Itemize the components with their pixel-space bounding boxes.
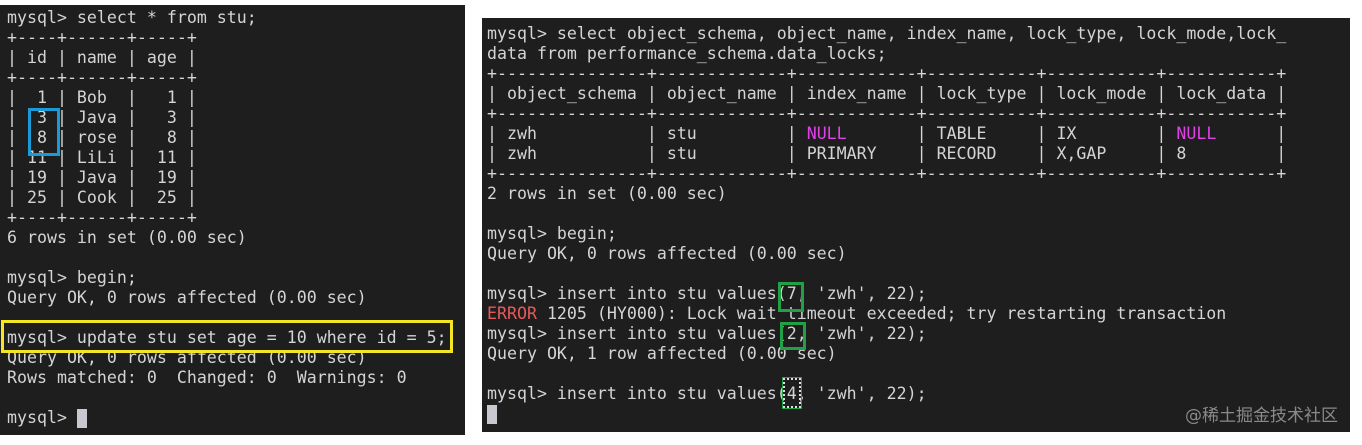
- terminal-line: mysql> select object_schema, object_name…: [487, 24, 1286, 44]
- line-text: | 1 | Bob | 1 |: [7, 88, 197, 107]
- left-terminal[interactable]: mysql> select * from stu; +----+------+--…: [0, 5, 465, 435]
- terminal-line: mysql> update stu set age = 10 where id …: [7, 328, 447, 348]
- watermark: @稀土掘金技术社区: [1185, 406, 1338, 426]
- terminal-line: mysql> select * from stu;: [7, 8, 447, 28]
- terminal-line: | zwh | stu | PRIMARY | RECORD | X,GAP |…: [487, 144, 1286, 164]
- line-text: |: [1216, 124, 1287, 143]
- line-text: mysql> insert into stu values(4, 'zwh', …: [487, 384, 927, 403]
- terminal-line: mysql> begin;: [7, 268, 447, 288]
- terminal-line: +----+------+-----+: [7, 68, 447, 88]
- terminal-line: [487, 204, 1286, 224]
- terminal-line: [7, 248, 447, 268]
- terminal-line: [487, 364, 1286, 384]
- terminal-output: mysql> select object_schema, object_name…: [487, 24, 1286, 424]
- line-text: | 11 | LiLi | 11 |: [7, 148, 197, 167]
- terminal-line: mysql> insert into stu values(4, 'zwh', …: [487, 384, 1286, 404]
- line-text: mysql> select * from stu;: [7, 8, 257, 27]
- terminal-line: 6 rows in set (0.00 sec): [7, 228, 447, 248]
- terminal-line: +----+------+-----+: [7, 208, 447, 228]
- line-text: | 19 | Java | 19 |: [7, 168, 197, 187]
- line-text: data from performance_schema.data_locks;: [487, 44, 887, 63]
- line-text: | 8 | rose | 8 |: [7, 128, 197, 147]
- line-text: +---------------+-------------+---------…: [487, 164, 1287, 183]
- terminal-line: | id | name | age |: [7, 48, 447, 68]
- terminal-line: 2 rows in set (0.00 sec): [487, 184, 1286, 204]
- line-text: Query OK, 0 rows affected (0.00 sec): [7, 348, 367, 367]
- line-text: 2 rows in set (0.00 sec): [487, 184, 727, 203]
- line-text: +----+------+-----+: [7, 28, 197, 47]
- terminal-line: [487, 264, 1286, 284]
- right-terminal[interactable]: mysql> select object_schema, object_name…: [482, 18, 1350, 432]
- null-value: NULL: [1176, 124, 1217, 143]
- terminal-line: Query OK, 1 row affected (0.00 sec): [487, 344, 1286, 364]
- terminal-output: mysql> select * from stu; +----+------+--…: [7, 8, 447, 428]
- line-text: Query OK, 0 rows affected (0.00 sec): [487, 244, 847, 263]
- terminal-line: | 8 | rose | 8 |: [7, 128, 447, 148]
- terminal-line: mysql> insert into stu values(2, 'zwh', …: [487, 324, 1286, 344]
- terminal-line: | object_schema | object_name | index_na…: [487, 84, 1286, 104]
- line-text: mysql> begin;: [487, 224, 617, 243]
- line-text: 6 rows in set (0.00 sec): [7, 228, 247, 247]
- terminal-line: +---------------+-------------+---------…: [487, 164, 1286, 184]
- terminal-line: mysql>: [7, 408, 447, 428]
- line-text: mysql> select object_schema, object_name…: [487, 24, 1287, 43]
- cursor: [487, 405, 497, 424]
- line-text: mysql>: [7, 408, 77, 427]
- terminal-line: | 11 | LiLi | 11 |: [7, 148, 447, 168]
- terminal-line: Rows matched: 0 Changed: 0 Warnings: 0: [7, 368, 447, 388]
- line-text: | zwh | stu | PRIMARY | RECORD | X,GAP |…: [487, 144, 1287, 163]
- terminal-line: +---------------+-------------+---------…: [487, 104, 1286, 124]
- line-text: +---------------+-------------+---------…: [487, 64, 1287, 83]
- terminal-line: data from performance_schema.data_locks;: [487, 44, 1286, 64]
- line-text: Rows matched: 0 Changed: 0 Warnings: 0: [7, 368, 407, 387]
- line-text: | TABLE | IX |: [846, 124, 1177, 143]
- terminal-line: mysql> insert into stu values(7, 'zwh', …: [487, 284, 1286, 304]
- terminal-line: | zwh | stu | NULL | TABLE | IX | NULL |: [487, 124, 1286, 144]
- terminal-line: | 19 | Java | 19 |: [7, 168, 447, 188]
- terminal-line: | 3 | Java | 3 |: [7, 108, 447, 128]
- line-text: +---------------+-------------+---------…: [487, 104, 1287, 123]
- terminal-line: +----+------+-----+: [7, 28, 447, 48]
- line-text: | zwh | stu |: [487, 124, 807, 143]
- line-text: | id | name | age |: [7, 48, 197, 67]
- line-text: mysql> update stu set age = 10 where id …: [7, 328, 447, 347]
- error-label: ERROR: [487, 304, 537, 323]
- terminal-line: [487, 404, 1286, 424]
- line-text: mysql> insert into stu values(7, 'zwh', …: [487, 284, 927, 303]
- line-text: mysql> insert into stu values(2, 'zwh', …: [487, 324, 927, 343]
- line-text: +----+------+-----+: [7, 208, 197, 227]
- line-text: Query OK, 0 rows affected (0.00 sec): [7, 288, 367, 307]
- line-text: | 25 | Cook | 25 |: [7, 188, 197, 207]
- terminal-line: [7, 308, 447, 328]
- line-text: mysql> begin;: [7, 268, 137, 287]
- terminal-line: Query OK, 0 rows affected (0.00 sec): [7, 348, 447, 368]
- line-text: | 3 | Java | 3 |: [7, 108, 197, 127]
- line-text: 1205 (HY000): Lock wait timeout exceeded…: [536, 304, 1227, 323]
- terminal-line: [7, 388, 447, 408]
- terminal-line: | 1 | Bob | 1 |: [7, 88, 447, 108]
- terminal-line: Query OK, 0 rows affected (0.00 sec): [487, 244, 1286, 264]
- line-text: +----+------+-----+: [7, 68, 197, 87]
- null-value: NULL: [806, 124, 847, 143]
- line-text: | object_schema | object_name | index_na…: [487, 84, 1287, 103]
- terminal-line: Query OK, 0 rows affected (0.00 sec): [7, 288, 447, 308]
- terminal-line: +---------------+-------------+---------…: [487, 64, 1286, 84]
- terminal-line: mysql> begin;: [487, 224, 1286, 244]
- cursor: [76, 409, 87, 428]
- line-text: Query OK, 1 row affected (0.00 sec): [487, 344, 837, 363]
- terminal-line: ERROR 1205 (HY000): Lock wait timeout ex…: [487, 304, 1286, 324]
- terminal-line: | 25 | Cook | 25 |: [7, 188, 447, 208]
